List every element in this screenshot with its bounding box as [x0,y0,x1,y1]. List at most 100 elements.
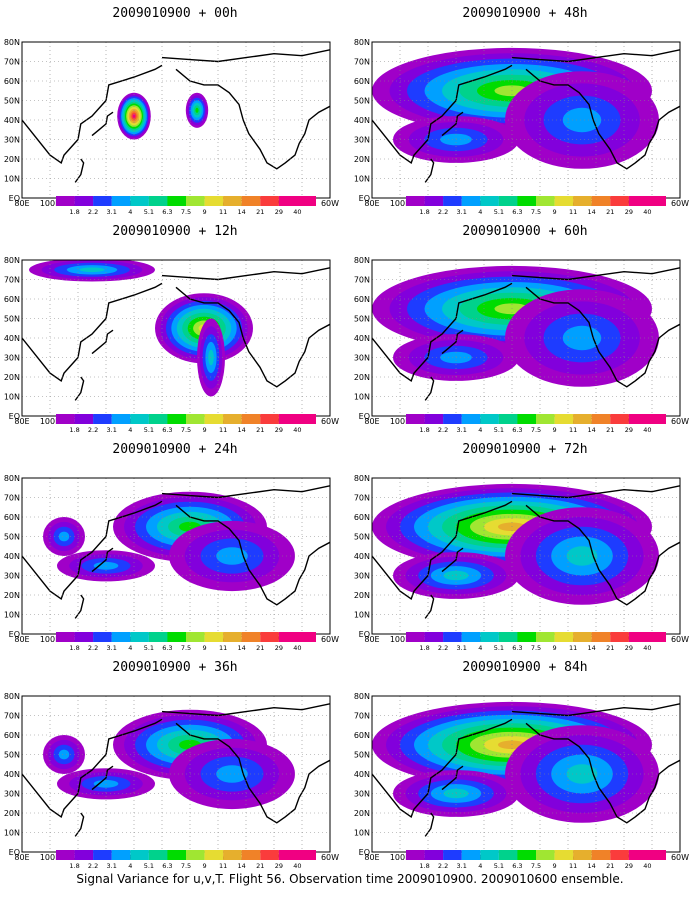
lat-tick-label: EQ [9,848,20,857]
colorbar-label: 7.5 [531,862,541,870]
lat-tick-label: 60N [4,731,20,740]
colorbar-label: 1.8 [69,426,79,434]
map-canvas: 80N70N60N50N40N30N20N10NEQ80E100E120E140… [4,256,339,434]
lat-tick-label: 30N [4,136,20,145]
map-canvas: 80N70N60N50N40N30N20N10NEQ80E100E120E140… [354,38,689,216]
colorbar-label: 4 [478,862,482,870]
panel-title: 2009010900 + 48h [462,6,588,21]
colorbar-swatch [554,196,574,206]
colorbar-label: 40 [643,426,651,434]
colorbar-label: 9 [553,644,557,652]
gridlines [372,42,680,198]
colorbar-label: 11 [569,208,577,216]
lon-tick-label: 100E [390,635,410,644]
colorbar-swatch [241,850,261,860]
colorbar-swatch [480,414,499,424]
variance-field [372,265,659,387]
lon-tick-label: 80E [14,199,29,208]
lon-tick-label: 60W [671,635,689,644]
lat-tick-label: EQ [9,412,20,421]
panel-title: 2009010900 + 24h [112,442,238,457]
lat-tick-label: 60N [4,77,20,86]
colorbar-swatch [610,414,629,424]
lat-tick-label: 20N [354,373,370,382]
colorbar-swatch [461,414,481,424]
variance-field [117,92,209,140]
lon-tick-label: 100E [390,199,410,208]
colorbar-label: 11 [569,644,577,652]
lat-tick-label: EQ [359,630,370,639]
colorbar-swatch [148,850,168,860]
lat-tick-label: 20N [4,591,20,600]
variance-field [43,491,295,592]
colorbar-swatch [56,196,75,206]
colorbar-label: 5.1 [494,208,504,216]
map-panel-84h: 2009010900 + 84h 80N 70N 60N 50N 40N 30N 20N 10… [350,654,700,871]
variance-contour [58,749,70,760]
lat-tick-label: 40N [354,552,370,561]
variance-field [372,701,659,823]
colorbar-swatch [241,632,261,642]
colorbar-swatch [297,196,316,206]
colorbar-label: 2.2 [88,862,98,870]
colorbar-label: 7.5 [531,644,541,652]
map-frame [21,41,331,199]
gridlines [372,696,680,852]
map-canvas: 80N70N60N50N40N30N20N10NEQ80E100E120E140… [354,474,689,652]
lat-tick-label: 80N [4,692,20,701]
lon-tick-label: 60W [671,417,689,426]
lat-tick-label: 10N [354,393,370,402]
colorbar-label: 40 [293,644,301,652]
variance-contour [132,114,136,118]
gridlines [372,260,680,416]
panel-title: 2009010900 + 00h [112,6,238,21]
colorbar-swatch [573,196,592,206]
colorbar-label: 5.1 [144,208,154,216]
variance-contour [93,779,119,788]
map-canvas: 80N70N60N50N40N30N20N10NEQ80E100E120E140… [4,692,339,870]
colorbar-swatch [186,414,205,424]
colorbar-label: 21 [606,208,614,216]
colorbar: 1.8 2.2 3.1 4 5.1 6.3 7.5 9 11 14 21 29 40 [406,632,666,652]
lat-tick-label: 50N [354,97,370,106]
colorbar-swatch [297,414,316,424]
colorbar-label: 5.1 [144,644,154,652]
colorbar-swatch [56,414,75,424]
colorbar: 1.8 2.2 3.1 4 5.1 6.3 7.5 9 11 14 21 29 40 [56,414,316,434]
lat-tick-label: 40N [354,770,370,779]
colorbar-swatch [204,850,224,860]
colorbar: 1.8 2.2 3.1 4 5.1 6.3 7.5 9 11 14 21 29 40 [56,850,316,870]
colorbar-label: 6.3 [162,644,172,652]
colorbar-swatch [424,632,444,642]
colorbar-label: 9 [203,862,207,870]
colorbar-label: 1.8 [419,862,429,870]
lon-tick-label: 80E [364,853,379,862]
lat-tick-label: 70N [4,58,20,67]
panel-title: 2009010900 + 36h [112,660,238,675]
gridlines [22,42,330,198]
lat-tick-label: 40N [4,770,20,779]
colorbar: 1.8 2.2 3.1 4 5.1 6.3 7.5 9 11 14 21 29 40 [406,414,666,434]
colorbar-swatch [573,414,592,424]
map-panel-72h: 2009010900 + 72h 80N 70N 60N 50N 40N 30N 20N 10… [350,436,700,653]
lat-tick-label: 30N [4,354,20,363]
colorbar-label: 3.1 [107,426,117,434]
colorbar-swatch [517,414,536,424]
colorbar-swatch [93,196,112,206]
colorbar-swatch [443,850,462,860]
colorbar-swatch [498,850,518,860]
colorbar-label: 3.1 [107,862,117,870]
colorbar-label: 21 [606,862,614,870]
colorbar-label: 9 [553,208,557,216]
colorbar-swatch [260,414,279,424]
lat-tick-label: EQ [9,630,20,639]
map-canvas: 80N70N60N50N40N30N20N10NEQ80E100E120E140… [4,38,339,216]
variance-contour [79,267,105,273]
colorbar-swatch [573,632,592,642]
colorbar-swatch [424,850,444,860]
colorbar-label: 7.5 [181,862,191,870]
colorbar-swatch [297,632,316,642]
panel-grid: 2009010900 + 00h 80N 70N 60N 50N 40N 30N 20N 10… [0,6,700,871]
variance-contour [216,547,248,565]
map-panel-36h: 2009010900 + 36h 80N 70N 60N 50N 40N 30N 20N 10… [0,654,350,871]
